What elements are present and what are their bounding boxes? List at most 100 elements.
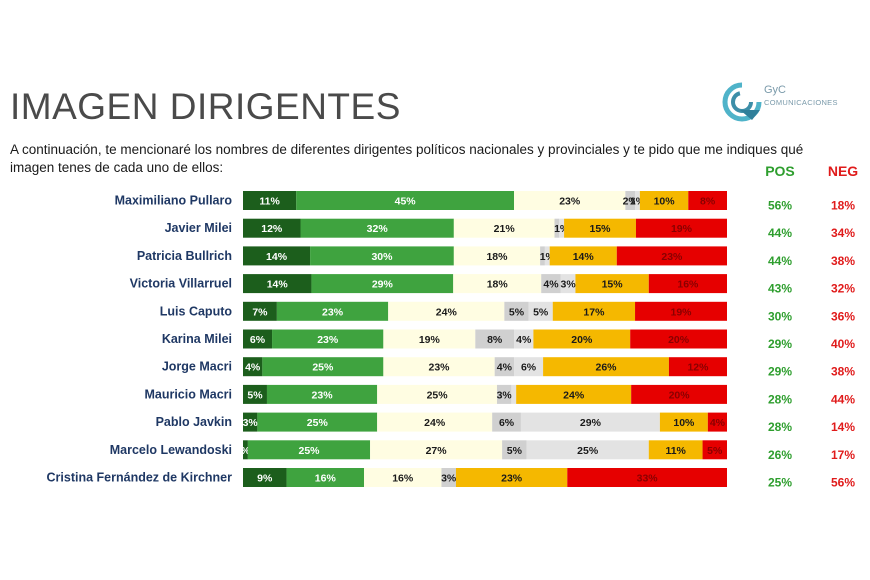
pos-value: 56% (768, 199, 792, 213)
bar-segment-muy-positiva (243, 301, 277, 321)
bar-segment-label: 18% (486, 251, 508, 263)
bar-segment-label: 18% (487, 279, 509, 291)
bar-segment-ns-nc (475, 329, 515, 349)
bar-segment-positiva (300, 218, 454, 238)
bar-segment-no-conoce (559, 218, 565, 238)
row-name-label: Patricia Bullrich (137, 249, 232, 263)
bar-segment-positiva (247, 440, 371, 460)
bar-segment-label: 8% (487, 334, 503, 346)
bar-segment-regular (453, 274, 542, 294)
bar-segment-label: 30% (371, 251, 393, 263)
bar-segment-ns-nc (540, 246, 545, 266)
bar-segment-no-conoce (528, 301, 553, 321)
bar-segment-regular (377, 384, 497, 404)
bar-segment-muy-negativa (635, 218, 727, 238)
bar-segment-label: 6% (250, 334, 266, 346)
row-name-label: Maximiliano Pullaro (115, 194, 233, 208)
row-name-label: Pablo Javkin (156, 415, 232, 429)
bar-segment-ns-nc (625, 191, 636, 210)
neg-value: 36% (831, 309, 855, 323)
bar-segment-label: 11% (259, 196, 280, 208)
bar-segment-label: 10% (673, 417, 695, 429)
page-subtitle: A continuación, te mencionaré los nombre… (10, 142, 804, 175)
bar-segment-ns-nc (502, 440, 527, 460)
bar-segment-muy-negativa (635, 301, 727, 321)
bar-segment-label: 8% (700, 196, 716, 208)
row-name-label: Mauricio Macri (144, 387, 232, 401)
neg-value: 18% (831, 199, 855, 213)
bar-segment-label: 4% (245, 362, 261, 374)
bar-segment-label: 5% (507, 445, 523, 457)
bar-segment-ns-nc (496, 384, 512, 404)
bar-segment-positiva (272, 329, 384, 349)
bar-segment-label: 14% (573, 251, 595, 263)
row-name-label: Luis Caputo (160, 304, 233, 318)
bar-segment-label: 12% (687, 362, 709, 374)
bar-segment-label: 29% (372, 279, 394, 291)
bar-segment-label: 16% (677, 279, 699, 291)
bar-segment-positiva (257, 412, 378, 432)
bar-segment-ns-nc (494, 357, 515, 377)
bar-segment-ns-nc (554, 218, 560, 238)
bar-segment-label: 6% (499, 417, 515, 429)
bar-segment-label: 23% (312, 389, 334, 401)
bar-segment-label: 5% (509, 306, 525, 318)
neg-value: 17% (831, 448, 855, 462)
bar-segment-label: 25% (312, 362, 334, 374)
bar-segment-no-conoce (511, 384, 517, 404)
bar-segment-muy-negativa (648, 274, 727, 294)
page-title: IMAGEN DIRIGENTES (10, 86, 401, 127)
bar-segment-no-conoce (514, 357, 544, 377)
bar-segment-label: 23% (559, 196, 581, 208)
row-name-label: Cristina Fernández de Kirchner (47, 471, 233, 485)
bar-segment-positiva (296, 191, 515, 210)
logo-text-comunicaciones: COMUNICACIONES (764, 98, 838, 107)
bar-segment-label: 11% (665, 445, 686, 457)
bar-segment-muy-positiva (243, 468, 287, 487)
bar-segment-label: 4% (543, 279, 559, 291)
bar-segment-regular (383, 357, 495, 377)
bar-segment-muy-negativa (668, 357, 727, 377)
bar-segment-label: 23% (501, 473, 523, 485)
bar-segment-regular (383, 329, 476, 349)
bar-segment-muy-negativa (707, 412, 727, 432)
bar-segment-label: 20% (668, 334, 690, 346)
neg-value: 14% (831, 420, 855, 434)
bar-segment-label: 26% (595, 362, 617, 374)
bar-segment-label: 24% (436, 306, 458, 318)
pos-value: 29% (768, 337, 792, 351)
bar-segment-label: 10% (654, 196, 676, 208)
bar-segment-muy-positiva (243, 329, 273, 349)
bar-segment-regular (453, 246, 541, 266)
bar-segment-label: 15% (590, 223, 612, 235)
bar-segment-label: 19% (671, 223, 693, 235)
bar-segment-positiva (276, 301, 389, 321)
bar-segment-no-conoce (544, 246, 550, 266)
bar-segment-label: 3% (243, 417, 259, 429)
bar-segment-positiva (310, 246, 454, 266)
bar-segment-label: 14% (266, 251, 288, 263)
neg-value: 38% (831, 254, 855, 268)
bar-segment-positiva (286, 468, 364, 487)
bar-segment-regular (453, 218, 555, 238)
bar-segment-regular (514, 191, 626, 210)
bar-segment-label: 12% (261, 223, 283, 235)
bar-segment-muy-negativa (630, 329, 727, 349)
bar-segment-label: 20% (571, 334, 593, 346)
bar-segment-ns-nc (541, 274, 561, 294)
row-name-label: Javier Milei (165, 221, 232, 235)
neg-value: 32% (831, 282, 855, 296)
bar-segment-label: 19% (671, 306, 693, 318)
bar-segment-label: 29% (580, 417, 602, 429)
bar-segment-label: 23% (429, 362, 451, 374)
neg-value: 44% (831, 392, 855, 406)
pos-value: 28% (768, 420, 792, 434)
bar-segment-label: 23% (322, 306, 344, 318)
bar-segment-label: 24% (424, 417, 446, 429)
bar-segment-negativa (543, 357, 669, 377)
bar-segment-no-conoce (520, 412, 660, 432)
bar-segment-label: 20% (669, 389, 691, 401)
bar-segment-muy-positiva (243, 384, 267, 404)
bar-segment-label: 14% (267, 279, 289, 291)
